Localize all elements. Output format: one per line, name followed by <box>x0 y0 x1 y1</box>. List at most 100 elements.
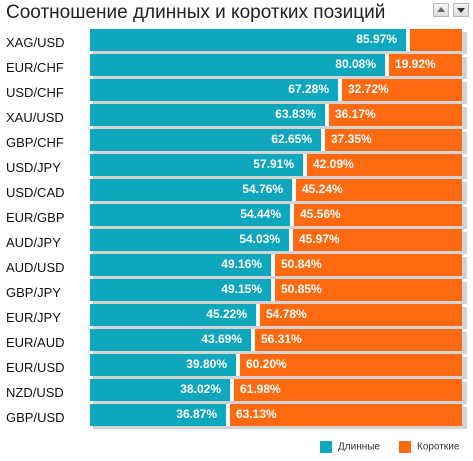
category-label: USD/CHF <box>6 85 64 100</box>
stacked-bar: 54.44% 45.56% <box>90 204 462 226</box>
bar-gap <box>271 279 275 301</box>
bar-long: 43.69% <box>90 329 251 351</box>
category-label: AUD/USD <box>6 260 65 275</box>
bar-row: USD/JPY 57.91% 42.09% <box>0 154 473 181</box>
bar-short: 63.13% <box>230 404 462 426</box>
bar-long: 45.22% <box>90 304 256 326</box>
short-value-label: 32.72% <box>348 82 389 96</box>
short-value-label: 36.17% <box>335 107 376 121</box>
long-value-label: 43.69% <box>201 332 242 346</box>
bar-row: XAG/USD 85.97% <box>0 29 473 56</box>
stacked-bar: 57.91% 42.09% <box>90 154 462 176</box>
bar-gap <box>406 29 410 51</box>
long-value-label: 63.83% <box>275 107 316 121</box>
bar-gap <box>321 129 325 151</box>
long-value-label: 54.76% <box>242 182 283 196</box>
short-value-label: 45.56% <box>300 207 341 221</box>
long-value-label: 38.02% <box>180 382 221 396</box>
bar-long: 85.97% <box>90 29 406 51</box>
short-value-label: 45.24% <box>302 182 343 196</box>
stacked-bar: 67.28% 32.72% <box>90 79 462 101</box>
category-label: GBP/CHF <box>6 135 64 150</box>
bar-gap <box>256 304 260 326</box>
bar-gap <box>338 79 342 101</box>
legend-swatch-long <box>320 441 332 453</box>
stacked-bar: 63.83% 36.17% <box>90 104 462 126</box>
bar-short: 19.92% <box>389 54 462 76</box>
arrow-down-icon <box>457 8 465 13</box>
long-value-label: 67.28% <box>288 82 329 96</box>
stacked-bar: 39.80% 60.20% <box>90 354 462 376</box>
scroll-up-button[interactable] <box>433 3 449 17</box>
legend-item-long: Длинные <box>320 441 380 453</box>
bar-gap <box>271 254 275 276</box>
short-value-label: 37.35% <box>331 132 372 146</box>
legend-label-long: Длинные <box>338 441 380 453</box>
long-value-label: 36.87% <box>176 407 217 421</box>
stacked-bar: 49.15% 50.85% <box>90 279 462 301</box>
bar-gap <box>236 354 240 376</box>
bar-gap <box>226 404 230 426</box>
bar-short: 45.97% <box>293 229 462 251</box>
bar-gap <box>289 229 293 251</box>
stacked-bar: 36.87% 63.13% <box>90 404 462 426</box>
bar-long: 49.15% <box>90 279 271 301</box>
scroll-down-button[interactable] <box>453 3 469 17</box>
category-label: EUR/GBP <box>6 210 65 225</box>
bar-long: 54.76% <box>90 179 292 201</box>
short-value-label: 50.85% <box>281 282 322 296</box>
bar-long: 38.02% <box>90 379 230 401</box>
short-value-label: 50.84% <box>281 257 322 271</box>
bar-row: GBP/CHF 62.65% 37.35% <box>0 129 473 156</box>
bar-gap <box>325 104 329 126</box>
short-value-label: 42.09% <box>313 157 354 171</box>
long-value-label: 39.80% <box>186 357 227 371</box>
bar-row: GBP/USD 36.87% 63.13% <box>0 404 473 431</box>
bar-row: USD/CHF 67.28% 32.72% <box>0 79 473 106</box>
stacked-bar: 62.65% 37.35% <box>90 129 462 151</box>
bar-row: AUD/USD 49.16% 50.84% <box>0 254 473 281</box>
short-value-label: 60.20% <box>246 357 287 371</box>
chart-title: Соотношение длинных и коротких позиций <box>6 2 386 23</box>
category-label: NZD/USD <box>6 385 64 400</box>
bar-row: GBP/JPY 49.15% 50.85% <box>0 279 473 306</box>
bar-short: 45.56% <box>294 204 462 226</box>
long-value-label: 54.03% <box>239 232 280 246</box>
bar-short <box>410 29 462 51</box>
bar-row: EUR/USD 39.80% 60.20% <box>0 354 473 381</box>
short-value-label: 63.13% <box>236 407 277 421</box>
long-value-label: 85.97% <box>356 32 397 46</box>
long-value-label: 80.08% <box>335 57 376 71</box>
category-label: GBP/JPY <box>6 285 61 300</box>
bar-long: 57.91% <box>90 154 303 176</box>
short-value-label: 61.98% <box>240 382 281 396</box>
stacked-bar: 85.97% <box>90 29 462 51</box>
category-label: EUR/USD <box>6 360 65 375</box>
category-label: EUR/AUD <box>6 335 65 350</box>
short-value-label: 19.92% <box>395 57 436 71</box>
bar-long: 39.80% <box>90 354 236 376</box>
stacked-bar: 54.76% 45.24% <box>90 179 462 201</box>
arrow-up-icon <box>437 7 445 12</box>
legend-item-short: Короткие <box>399 441 459 453</box>
legend-label-short: Короткие <box>417 441 460 453</box>
bar-short: 50.84% <box>275 254 462 276</box>
category-label: XAG/USD <box>6 35 65 50</box>
bar-rows: XAG/USD 85.97% EUR/CHF 80.08% 19.92% USD/CHF 6… <box>0 29 473 431</box>
stacked-bar: 49.16% 50.84% <box>90 254 462 276</box>
bar-long: 62.65% <box>90 129 321 151</box>
bar-long: 80.08% <box>90 54 385 76</box>
bar-row: EUR/GBP 54.44% 45.56% <box>0 204 473 231</box>
stacked-bar: 38.02% 61.98% <box>90 379 462 401</box>
bar-row: USD/CAD 54.76% 45.24% <box>0 179 473 206</box>
bar-row: NZD/USD 38.02% 61.98% <box>0 379 473 406</box>
short-value-label: 56.31% <box>261 332 302 346</box>
stacked-bar: 45.22% 54.78% <box>90 304 462 326</box>
bar-long: 67.28% <box>90 79 338 101</box>
bar-long: 54.44% <box>90 204 290 226</box>
bar-long: 36.87% <box>90 404 226 426</box>
bar-short: 61.98% <box>234 379 462 401</box>
bar-short: 37.35% <box>325 129 462 151</box>
category-label: USD/CAD <box>6 185 65 200</box>
long-value-label: 49.15% <box>221 282 262 296</box>
